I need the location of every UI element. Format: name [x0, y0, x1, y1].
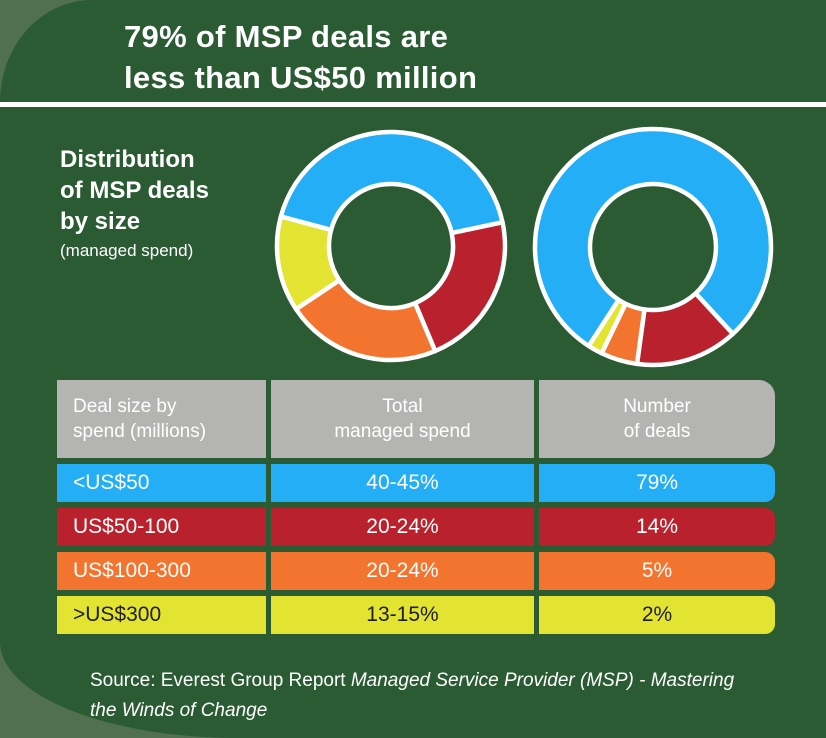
donut-number-of-deals-segment-blue — [532, 126, 774, 349]
table-row-1-deal-size: US$50-100 — [57, 508, 266, 546]
table-row-3-number-of-deals: 2% — [539, 596, 775, 634]
donut-total-managed-spend-segment-yellow — [274, 214, 342, 312]
source-report-title-line2: the Winds of Change — [90, 700, 268, 721]
source-report-title-line1: Managed Service Provider (MSP) - Masteri… — [350, 670, 735, 691]
table-row-2-deal-size: US$100-300 — [57, 552, 266, 590]
table-row-1-number-of-deals: 14% — [539, 508, 775, 546]
page-title: 79% of MSP deals are less than US$50 mil… — [124, 19, 478, 95]
table-header-total-managed-spend: Total managed spend — [271, 380, 534, 458]
deals-table: Deal size by spend (millions) Total mana… — [57, 380, 775, 634]
source-prefix: Source: Everest Group Report — [90, 670, 351, 691]
chart-label-title: Distribution of MSP deals by size — [60, 146, 209, 235]
table-row-0-total-managed-spend: 40-45% — [271, 464, 534, 502]
table-row-0-deal-size: <US$50 — [57, 464, 266, 502]
source-note: Source: Everest Group Report Managed Ser… — [90, 666, 734, 726]
table-row-2-total-managed-spend: 20-24% — [271, 552, 534, 590]
chart-label-subtitle: (managed spend) — [60, 241, 194, 260]
table-row-3-total-managed-spend: 13-15% — [271, 596, 534, 634]
donut-total-managed-spend-segment-blue — [278, 129, 505, 236]
table-row-3-deal-size: >US$300 — [57, 596, 266, 634]
source-line-1: Source: Everest Group Report Managed Ser… — [90, 666, 734, 696]
donut-number-of-deals-segment-yellow — [586, 297, 628, 356]
donut-number-of-deals — [532, 126, 774, 368]
table-row-0-number-of-deals: 79% — [539, 464, 775, 502]
chart-label: Distribution of MSP deals by size (manag… — [60, 144, 209, 261]
table-row-1-total-managed-spend: 20-24% — [271, 508, 534, 546]
donut-total-managed-spend — [274, 129, 508, 363]
table-header-deal-size: Deal size by spend (millions) — [57, 380, 266, 458]
header-divider-line — [0, 102, 826, 107]
table-header-number-of-deals: Number of deals — [539, 380, 775, 458]
table-row-2-number-of-deals: 5% — [539, 552, 775, 590]
